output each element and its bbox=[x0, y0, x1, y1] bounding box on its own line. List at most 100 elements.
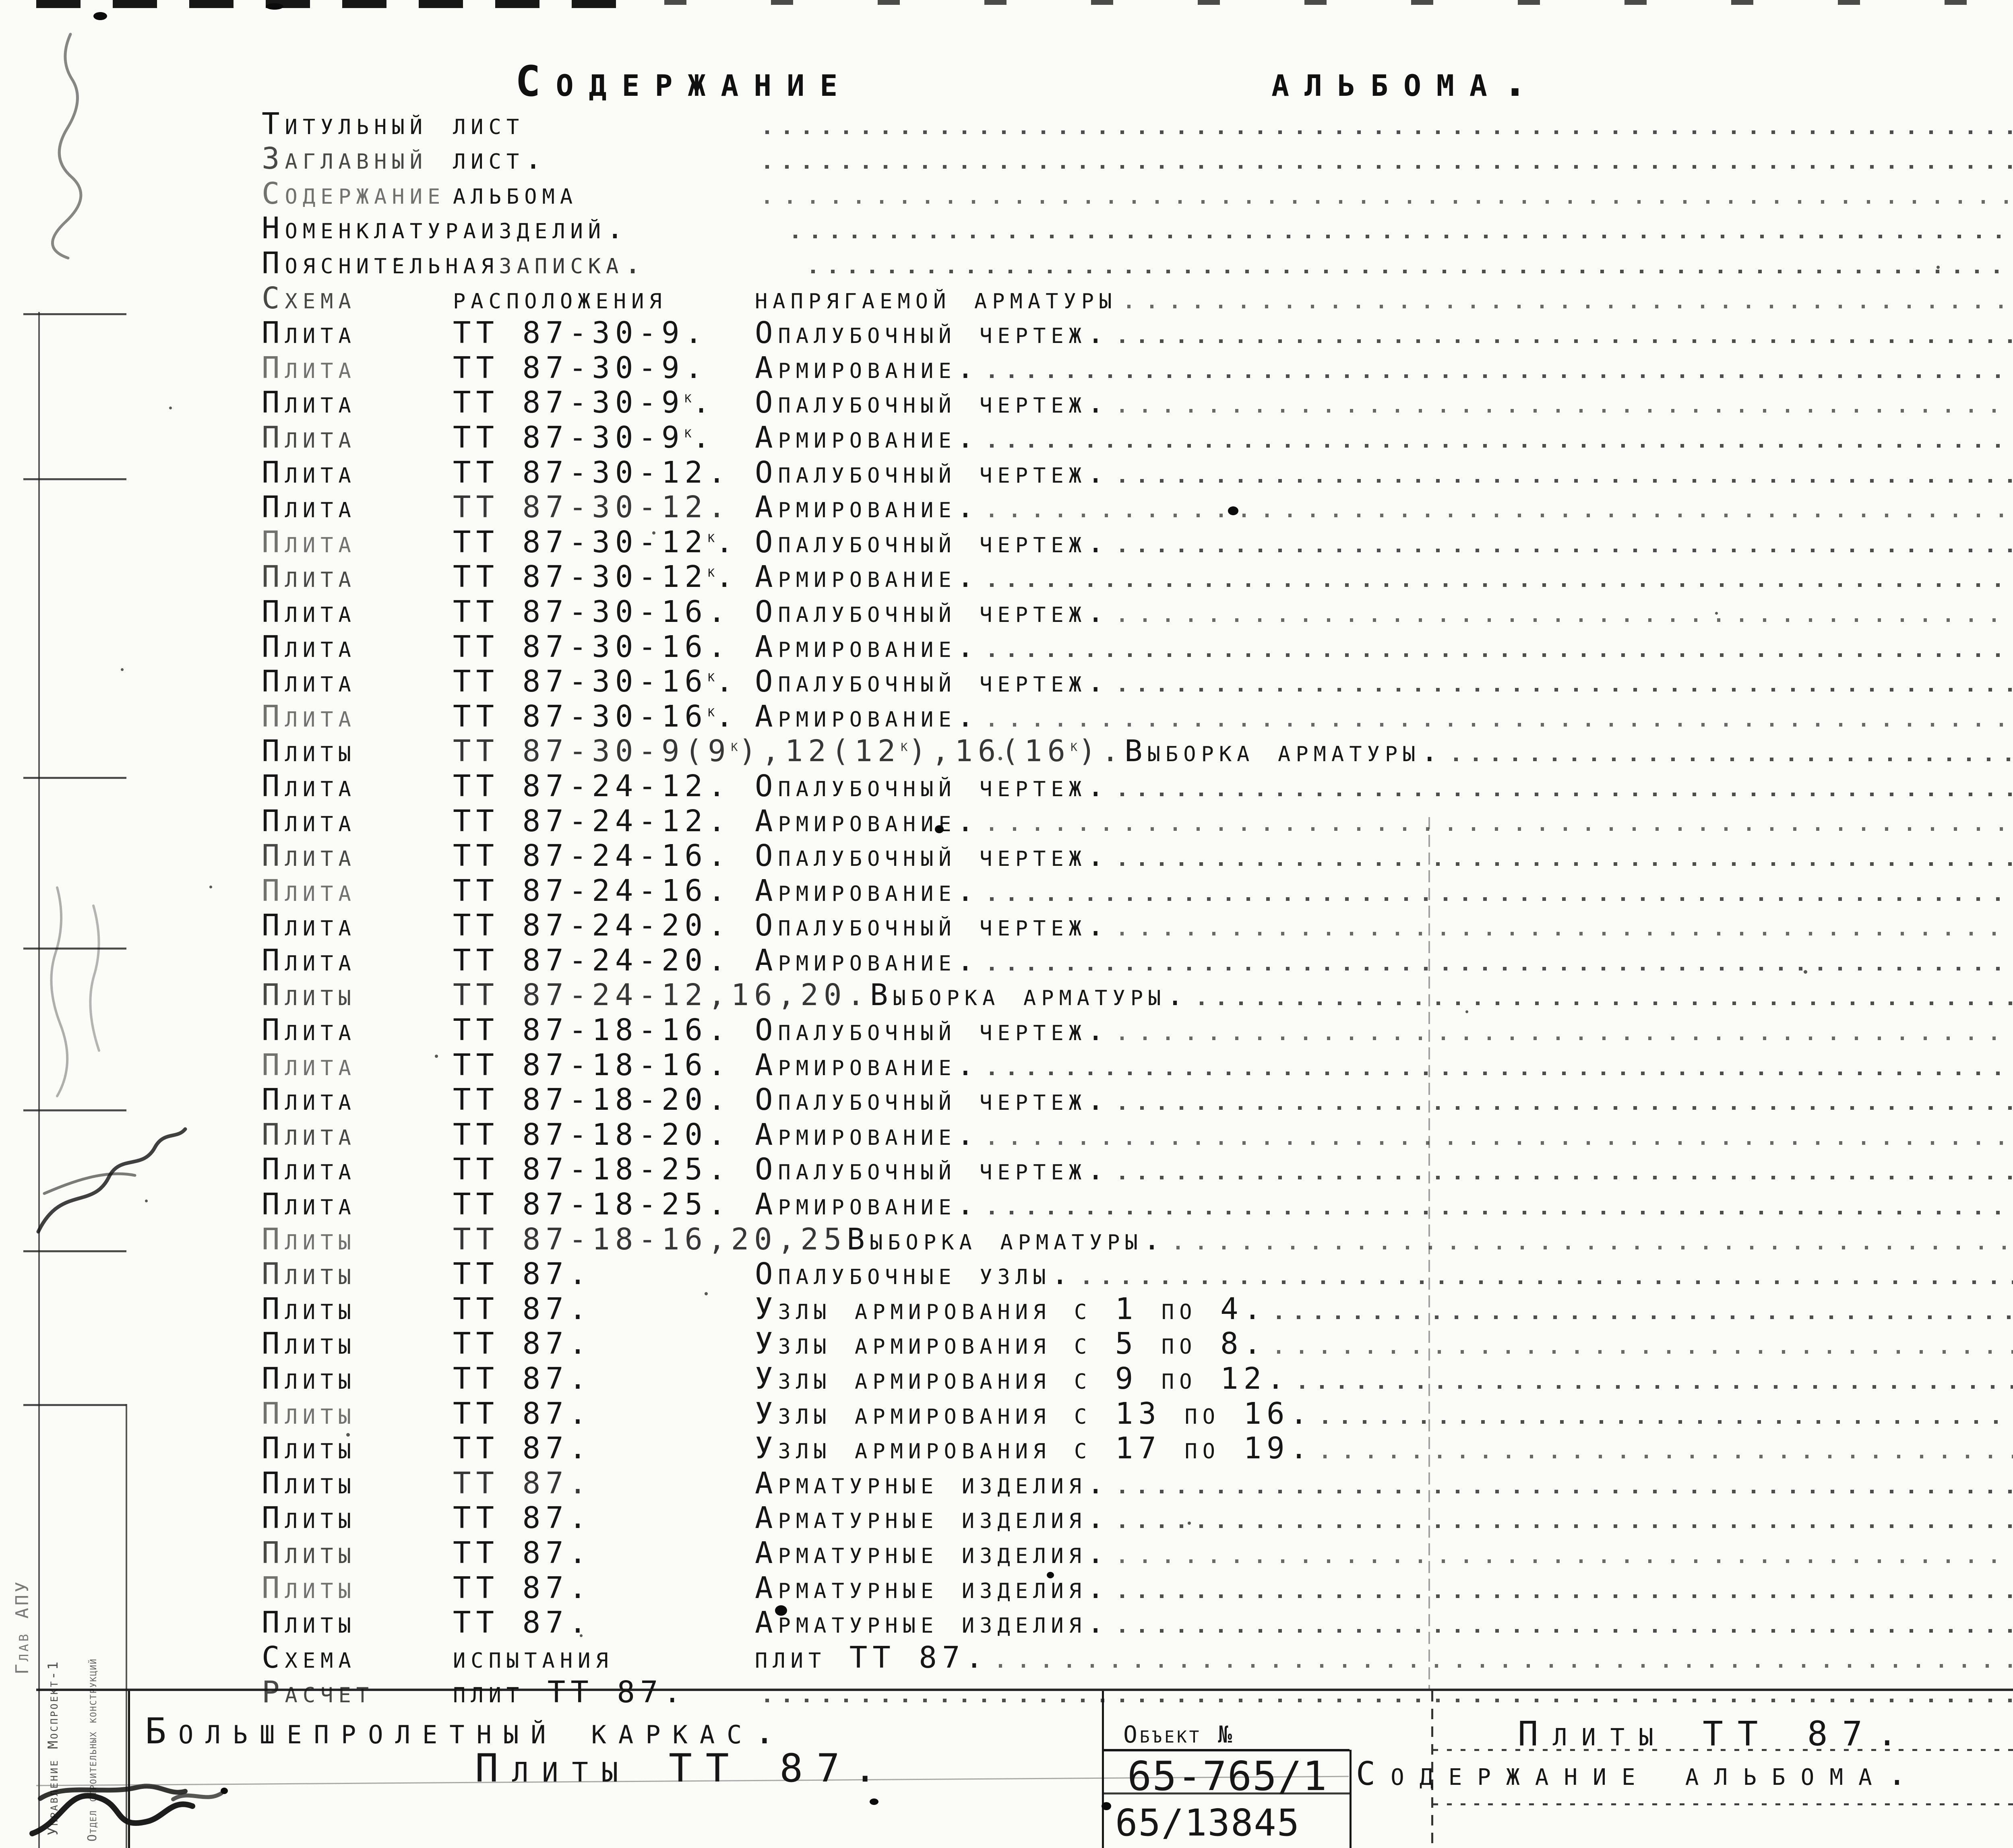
cell-border bbox=[1102, 1691, 1104, 1848]
entry-object: Плита bbox=[262, 1082, 356, 1117]
dot-leader bbox=[1199, 1001, 2013, 1006]
scan-speck bbox=[580, 1634, 583, 1637]
entry-designation: ТТ 87-30-9. bbox=[453, 350, 708, 385]
entry-designation: лист bbox=[453, 106, 525, 141]
entry-object: Расчет bbox=[262, 1675, 374, 1710]
scan-speck bbox=[1804, 970, 1807, 974]
entry-designation: ТТ 87-30-16к. bbox=[453, 664, 739, 699]
entry-description: Армирование. bbox=[755, 1117, 980, 1152]
entry-designation: ТТ 87-18-20. bbox=[453, 1082, 731, 1117]
ink-blob bbox=[870, 1798, 878, 1805]
scan-speck bbox=[1715, 612, 1718, 615]
ink-blob bbox=[93, 12, 107, 20]
entry-description: Армирование. bbox=[755, 873, 980, 908]
superscript-k: к bbox=[708, 527, 715, 546]
project-name-line2: Плиты ТТ 87. bbox=[475, 1746, 891, 1791]
entry-designation: ТТ 87-18-20. bbox=[453, 1117, 731, 1152]
entry-object: Заглавный bbox=[262, 141, 428, 176]
object-number-value2: 65/13845 bbox=[1115, 1801, 1300, 1844]
object-number-value1: 65-765/1 bbox=[1127, 1753, 1328, 1800]
entry-designation: ТТ 87. bbox=[453, 1501, 592, 1536]
entry-designation: ТТ 87. bbox=[453, 1466, 592, 1501]
margin-stamp-glavapu: Глав АПУ bbox=[12, 1579, 33, 1675]
entry-description: Арматурные изделия. bbox=[755, 1605, 1110, 1640]
entry-designation: ТТ 87-30-12. bbox=[453, 455, 731, 490]
margin-divider bbox=[23, 948, 126, 950]
entry-designation: расположения bbox=[453, 281, 667, 316]
entry-designation: ТТ 87. bbox=[453, 1326, 592, 1361]
entry-designation: ТТ 87. bbox=[453, 1361, 592, 1396]
dot-leader bbox=[990, 444, 2013, 448]
superscript-k: к bbox=[1071, 735, 1078, 755]
page-title-word2: альбома. bbox=[1271, 56, 1543, 106]
object-number-label: Объект № bbox=[1123, 1721, 1235, 1748]
dot-leader bbox=[1120, 688, 2013, 692]
entry-object: Плита bbox=[262, 629, 356, 664]
entry-designation: ТТ 87. bbox=[453, 1396, 592, 1431]
entry-designation: ТТ 87. bbox=[453, 1291, 592, 1326]
dot-leader bbox=[990, 1071, 2013, 1075]
dot-leader bbox=[990, 966, 2013, 970]
scan-speck bbox=[998, 757, 1002, 760]
dot-leader bbox=[999, 1664, 2013, 1668]
entry-description: Опалубочный чертеж. bbox=[755, 1013, 1110, 1048]
entry-object: Плиты bbox=[262, 1257, 356, 1292]
entry-object: Плита bbox=[262, 385, 356, 420]
entry-designation: ТТ 87-18-16. bbox=[453, 1013, 731, 1048]
toc-row: Плиты ТТ 87-24-12,16,20. Выборка арматуры.… bbox=[262, 979, 2013, 1014]
dot-leader bbox=[765, 200, 2013, 204]
entry-description: Армирование. bbox=[755, 350, 980, 385]
entry-designation: ТТ 87-18-16,20,25 bbox=[453, 1222, 847, 1257]
title-block: Большепролетный каркас. Плиты ТТ 87. Объ… bbox=[0, 1689, 2013, 1848]
toc-list: ТитульныйлистЛист №1Заглавныйлист.Лист №… bbox=[262, 107, 2013, 1710]
superscript-k: к bbox=[901, 735, 909, 755]
entry-object: Плиты bbox=[262, 978, 356, 1013]
dot-leader bbox=[1120, 1524, 2013, 1528]
entry-object: Титульный bbox=[262, 106, 428, 141]
page-fold-line bbox=[1428, 817, 1430, 1689]
entry-object: Плита bbox=[262, 420, 356, 455]
dot-leader bbox=[1454, 758, 2013, 762]
entry-object: Плита bbox=[262, 908, 356, 943]
toc-row: СодержаниеальбомаЛист №3 bbox=[262, 177, 2013, 212]
scan-speck bbox=[652, 531, 655, 535]
entry-object: Плита bbox=[262, 316, 356, 351]
dot-leader bbox=[1120, 479, 2013, 483]
entry-designation: ТТ 87. bbox=[453, 1431, 592, 1466]
dot-leader bbox=[1120, 1594, 2013, 1598]
dot-leader bbox=[1120, 548, 2013, 552]
entry-description: Опалубочный чертеж. bbox=[755, 1152, 1110, 1187]
entry-description: Арматурные изделия. bbox=[755, 1535, 1110, 1570]
dot-leader bbox=[990, 374, 2013, 378]
entry-description: Узлы армирования с 5 по 8. bbox=[755, 1326, 1267, 1361]
entry-description: Опалубочный чертеж. bbox=[755, 908, 1110, 943]
entry-description: Армирование. bbox=[755, 1187, 980, 1222]
entry-designation: ТТ 87. bbox=[453, 1605, 592, 1640]
entry-designation: ТТ 87-30-12к. bbox=[453, 524, 739, 560]
entry-description: Армирование. bbox=[755, 629, 980, 664]
entry-object: Плита bbox=[262, 699, 356, 734]
entry-description: Опалубочный чертеж. bbox=[755, 838, 1110, 873]
entry-object: Плиты bbox=[262, 1431, 356, 1466]
dot-leader bbox=[1120, 1106, 2013, 1110]
cell-border bbox=[128, 1691, 130, 1848]
entry-object: Плита bbox=[262, 873, 356, 908]
cell-divider bbox=[1104, 1749, 1350, 1751]
margin-vertical-rule bbox=[38, 312, 40, 1848]
